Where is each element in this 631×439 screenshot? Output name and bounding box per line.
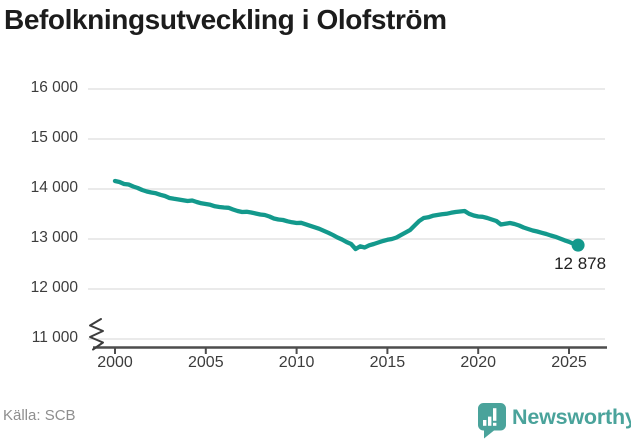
y-tick-label: 11 000 <box>31 329 78 346</box>
x-tick-label: 2010 <box>278 354 315 371</box>
x-tick-label: 2020 <box>460 354 496 371</box>
x-tick-label: 2015 <box>369 354 406 371</box>
x-tick-label: 2005 <box>188 354 224 371</box>
source-label: Källa: SCB <box>3 407 76 424</box>
end-point-marker <box>571 238 585 252</box>
x-tick-label: 2025 <box>551 354 587 371</box>
newsworthy-wordmark: Newsworthy <box>512 405 631 429</box>
population-line <box>112 178 581 252</box>
y-tick-label: 16 000 <box>30 79 78 96</box>
chart-title: Befolkningsutveckling i Olofström <box>4 4 447 35</box>
newsworthy-chart-bubble-icon <box>478 403 506 439</box>
y-tick-label: 14 000 <box>30 179 78 196</box>
y-tick-label: 13 000 <box>30 229 78 246</box>
y-tick-label: 12 000 <box>30 279 78 296</box>
x-tick-label: 2000 <box>97 354 133 371</box>
axis-break-icon <box>89 318 104 351</box>
y-tick-label: 15 000 <box>30 129 78 146</box>
end-value-label: 12 878 <box>554 254 607 274</box>
newsworthy-logo-link[interactable]: Newsworthy <box>477 402 631 439</box>
